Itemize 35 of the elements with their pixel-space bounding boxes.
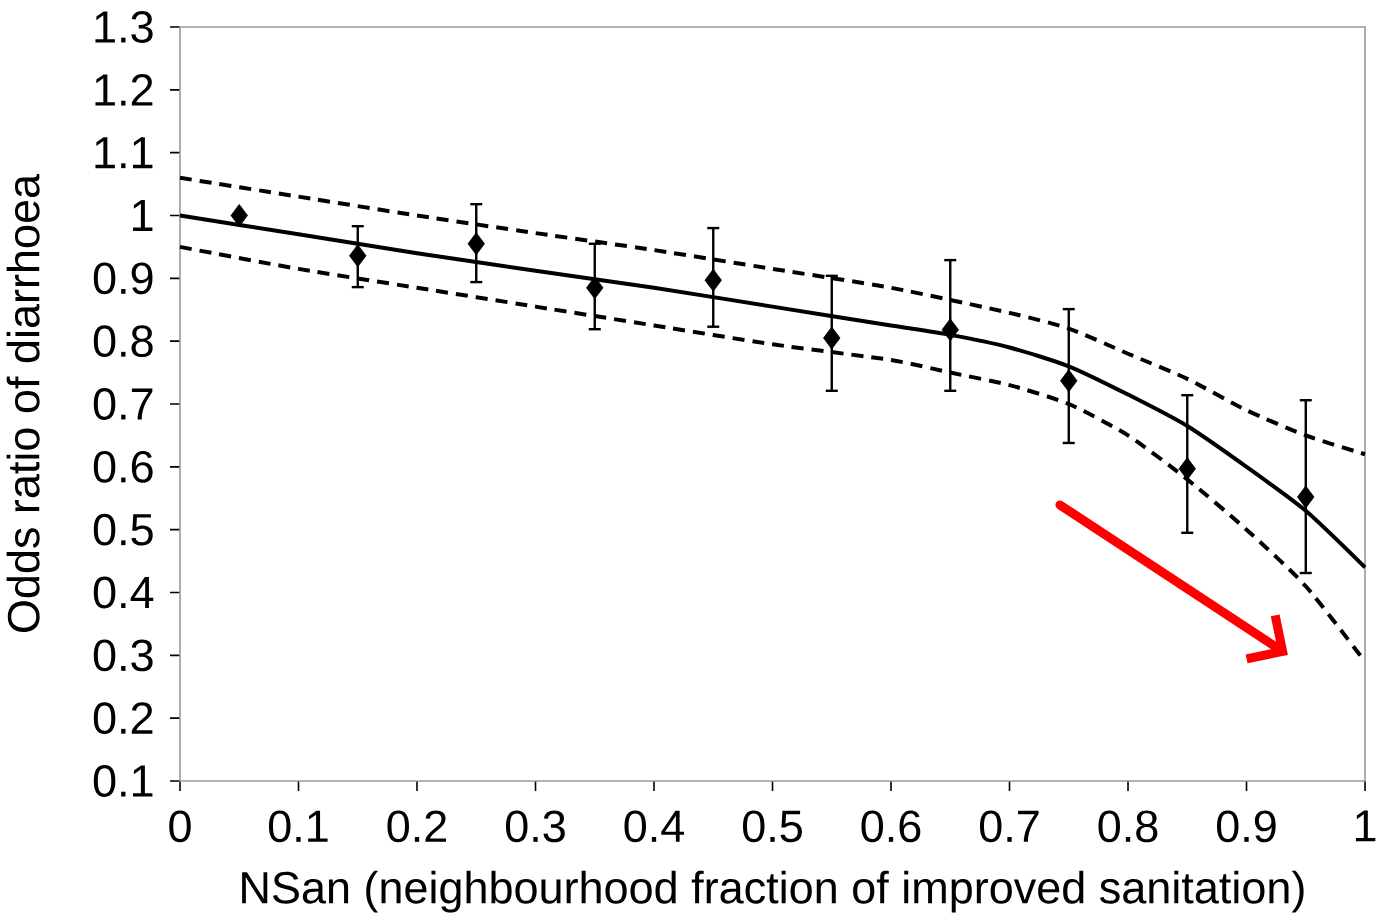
y-tick-label: 0.4 (93, 576, 154, 609)
y-axis-title: Odds ratio of diarrhoea (6, 173, 40, 632)
y-tick-label: 0.1 (93, 765, 153, 797)
x-tick-label: 0.2 (387, 810, 447, 843)
y-tick-label: 1.2 (95, 74, 153, 106)
y-tick-label: 0.2 (93, 702, 153, 735)
x-axis-title: NSan (neighbourhood fraction of improved sanitation) (242, 870, 1304, 913)
point (823, 326, 841, 350)
point (349, 244, 367, 268)
y-tick-label: 1.3 (95, 11, 153, 43)
point (467, 232, 485, 256)
y-tick-label: 0.9 (93, 262, 153, 295)
x-tick-label: 0 (169, 810, 191, 843)
y-tick-label: 0.5 (93, 513, 153, 546)
x-tick-label: 1 (1355, 810, 1376, 842)
x-tick-label: 0.7 (979, 810, 1039, 843)
x-tick-label: 0.5 (742, 810, 802, 843)
point (1060, 369, 1078, 393)
x-tick-label: 0.4 (624, 810, 684, 843)
y-tick-label: 1.1 (95, 137, 153, 169)
point (704, 268, 722, 292)
y-tick-label: 0.8 (93, 325, 153, 358)
point (941, 318, 959, 342)
y-tick-label: 0.6 (93, 450, 153, 483)
point (1178, 457, 1196, 481)
x-tick-label: 0.1 (268, 810, 328, 843)
x-tick-label: 0.3 (505, 810, 565, 843)
y-tick-label: 0.3 (93, 639, 153, 672)
x-tick-label: 0.9 (1216, 810, 1276, 843)
y-tick-label: 0.7 (93, 388, 153, 420)
x-tick-label: 0.6 (861, 810, 921, 843)
point (230, 204, 248, 227)
point (1297, 485, 1315, 509)
x-tick-label: 0.8 (1098, 810, 1158, 843)
y-tick-label: 1 (133, 200, 153, 231)
